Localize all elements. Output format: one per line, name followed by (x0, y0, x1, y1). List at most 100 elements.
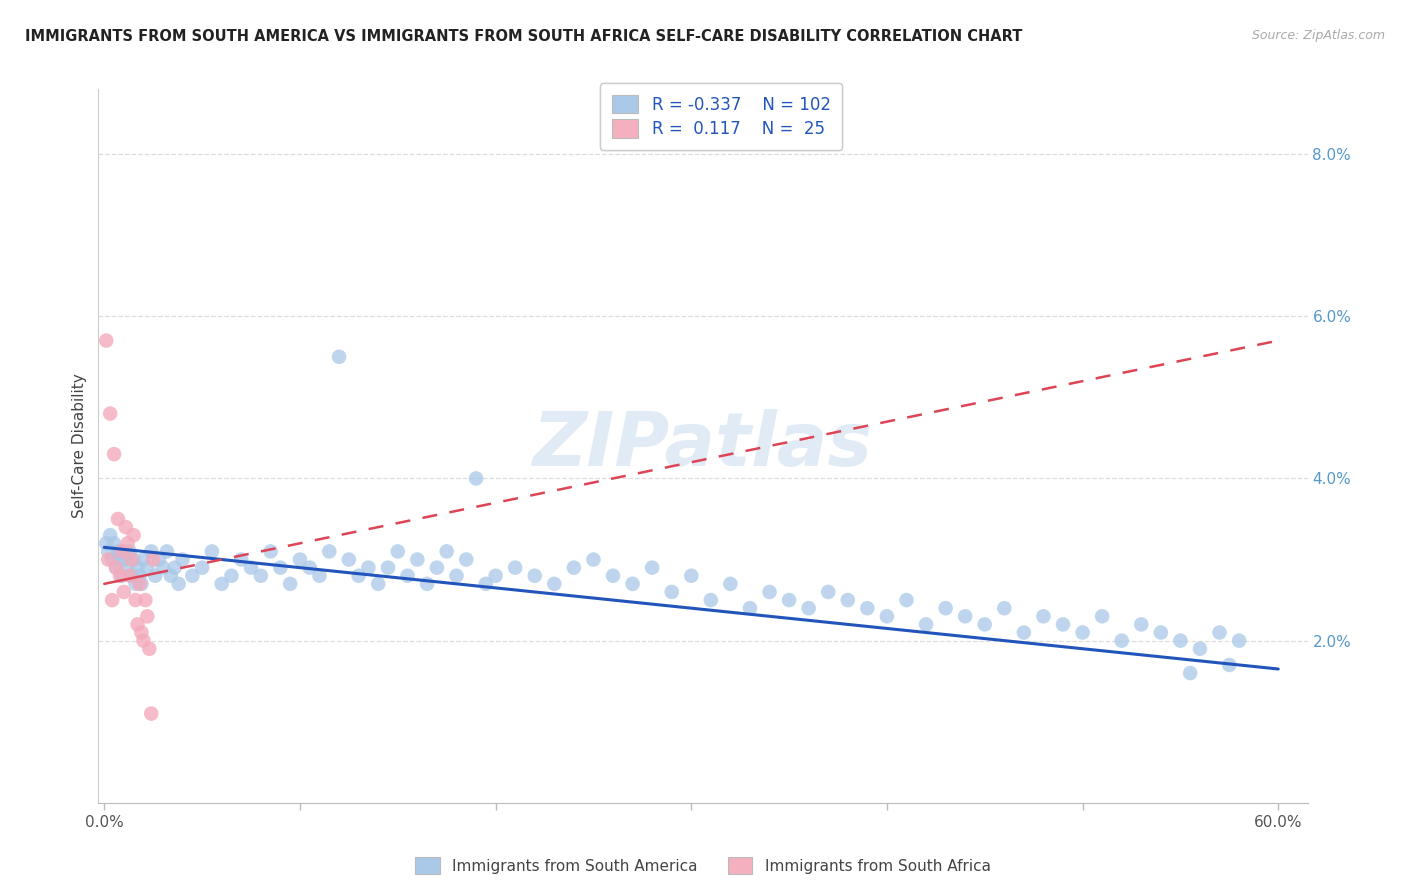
Point (128, 568, 150, 582)
Point (503, 560, 526, 574)
Point (1052, 617, 1074, 632)
Point (523, 568, 546, 582)
Legend: Immigrants from South America, Immigrants from South Africa: Immigrants from South America, Immigrant… (409, 851, 997, 880)
Point (221, 568, 243, 582)
Point (1091, 609, 1114, 624)
Point (973, 617, 995, 632)
Point (107, 544, 129, 558)
Point (108, 552, 131, 566)
Point (118, 544, 141, 558)
Point (111, 544, 134, 558)
Point (163, 560, 186, 574)
Point (141, 706, 163, 721)
Point (1218, 657, 1240, 672)
Point (156, 544, 179, 558)
Point (124, 577, 146, 591)
Point (127, 560, 149, 574)
Point (97, 544, 120, 558)
Point (141, 544, 163, 558)
Point (269, 560, 291, 574)
Point (406, 552, 429, 566)
Point (387, 544, 409, 558)
Point (181, 568, 204, 582)
Point (328, 350, 350, 364)
Point (896, 593, 918, 607)
Point (308, 568, 330, 582)
Point (97, 552, 120, 566)
Point (396, 568, 419, 582)
Point (240, 560, 263, 574)
Point (121, 552, 143, 566)
Point (128, 577, 150, 591)
Point (136, 609, 159, 624)
Point (112, 544, 135, 558)
Point (837, 593, 859, 607)
Point (758, 585, 780, 599)
Point (700, 593, 723, 607)
Point (111, 568, 134, 582)
Point (543, 577, 565, 591)
Point (298, 560, 321, 574)
Point (416, 577, 439, 591)
Point (856, 601, 879, 615)
Point (114, 520, 136, 534)
Point (1071, 625, 1094, 640)
Point (661, 585, 683, 599)
Point (602, 568, 624, 582)
Point (465, 471, 488, 485)
Point (738, 601, 761, 615)
Point (117, 536, 139, 550)
Point (118, 568, 141, 582)
Text: ZIPatlas: ZIPatlas (533, 409, 873, 483)
Point (797, 601, 820, 615)
Point (1170, 633, 1192, 648)
Point (124, 593, 146, 607)
Point (718, 577, 741, 591)
Point (876, 609, 898, 624)
Point (426, 560, 449, 574)
Point (347, 568, 370, 582)
Point (915, 617, 938, 632)
Point (475, 577, 498, 591)
Point (1111, 633, 1133, 648)
Point (201, 544, 224, 558)
Point (641, 560, 664, 574)
Point (1130, 617, 1153, 632)
Point (136, 560, 159, 574)
Point (377, 560, 399, 574)
Point (96, 334, 118, 348)
Point (681, 568, 703, 582)
Point (122, 552, 145, 566)
Point (122, 528, 145, 542)
Point (337, 552, 360, 566)
Point (103, 536, 125, 550)
Point (127, 617, 149, 632)
Point (131, 577, 153, 591)
Point (152, 560, 174, 574)
Point (1012, 625, 1035, 640)
Point (96, 536, 118, 550)
Point (105, 560, 128, 574)
Point (935, 601, 957, 615)
Point (817, 585, 839, 599)
Point (250, 568, 273, 582)
Point (98, 528, 121, 542)
Point (484, 568, 506, 582)
Legend: R = -0.337    N = 102, R =  0.117    N =  25: R = -0.337 N = 102, R = 0.117 N = 25 (600, 83, 842, 150)
Point (318, 544, 340, 558)
Point (582, 552, 605, 566)
Point (121, 568, 143, 582)
Point (1208, 625, 1230, 640)
Text: Source: ZipAtlas.com: Source: ZipAtlas.com (1251, 29, 1385, 42)
Point (138, 641, 160, 656)
Point (357, 560, 380, 574)
Point (436, 544, 458, 558)
Point (159, 568, 181, 582)
Point (132, 552, 155, 566)
Point (101, 593, 124, 607)
Point (143, 568, 166, 582)
Point (288, 552, 311, 566)
Point (278, 577, 301, 591)
Point (259, 544, 281, 558)
Point (778, 593, 800, 607)
